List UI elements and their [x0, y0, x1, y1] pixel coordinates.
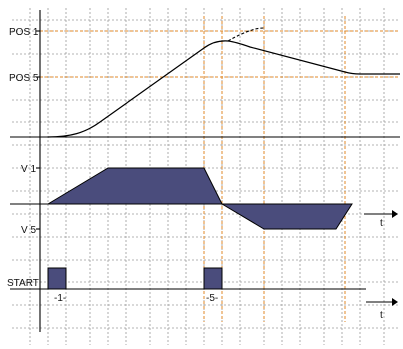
velocity-t-arrowhead	[392, 210, 398, 218]
velocity-trapezoid-negative	[220, 203, 353, 230]
velocity-t-label: t	[380, 218, 383, 229]
pulse-label-1: -1-	[54, 293, 66, 304]
start-pulse-1	[47, 267, 67, 290]
pulse-label-5: -5-	[206, 293, 218, 304]
start-pulse-5	[203, 267, 223, 290]
v1-label: V 1	[21, 164, 36, 175]
position-curve-dashed	[227, 27, 265, 42]
pos1-label: POS 1	[9, 27, 39, 38]
start-label: START	[7, 278, 39, 289]
start-t-arrowhead	[392, 298, 398, 306]
velocity-trapezoid-positive	[46, 167, 223, 205]
v5-label: V 5	[21, 225, 36, 236]
pos5-label: POS 5	[9, 73, 39, 84]
start-t-label: t	[380, 310, 383, 321]
position-curve	[47, 40, 400, 138]
